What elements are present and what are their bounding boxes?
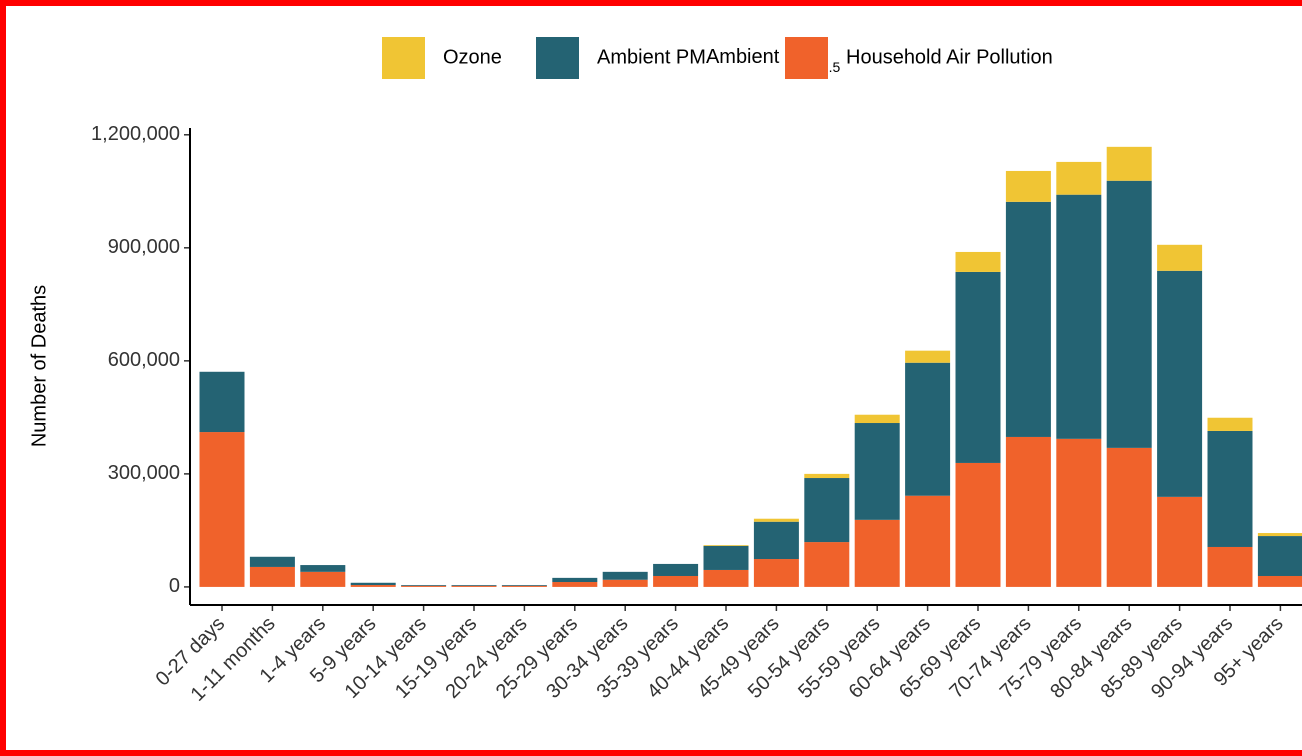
bar-segment	[653, 575, 699, 587]
bar-segment	[1257, 533, 1302, 537]
bar-segment	[1157, 244, 1203, 271]
bar-segment	[955, 271, 1001, 463]
legend-swatch	[536, 37, 579, 79]
bar-segment	[854, 414, 900, 424]
bar-segment	[955, 462, 1001, 587]
bar-segment	[753, 521, 799, 560]
bar-segment	[955, 251, 1001, 272]
bar-segment	[451, 585, 497, 586]
bar-segment	[1106, 146, 1152, 181]
bar-segment	[401, 585, 447, 586]
bar-segment	[249, 566, 295, 587]
y-tick-label: 1,200,000	[91, 123, 180, 145]
bar-segment	[602, 571, 648, 580]
bar-segment	[1056, 194, 1102, 439]
bar-segment	[1207, 430, 1253, 547]
bar-segment	[451, 585, 497, 587]
bar-segment	[1005, 436, 1051, 587]
bar-segment	[501, 585, 547, 587]
bar-segment	[552, 582, 598, 587]
bar-segment	[199, 371, 245, 433]
bar-segment	[703, 545, 749, 546]
bar-segment	[300, 565, 346, 572]
bar-segment	[300, 571, 346, 587]
bar-segment	[552, 577, 598, 583]
bar-segment	[753, 559, 799, 587]
legend-label: Ozone	[443, 46, 502, 68]
bar-segment	[854, 423, 900, 520]
bar-segment	[753, 518, 799, 522]
bar-segment	[905, 495, 951, 587]
bar-segment	[703, 569, 749, 587]
legend-swatch	[382, 37, 425, 79]
bar-segment	[350, 585, 396, 587]
bar-segment	[1207, 546, 1253, 587]
bar-segment	[854, 519, 900, 587]
bar-segment	[1207, 417, 1253, 431]
bar-segment	[249, 556, 295, 567]
bar-segment	[1257, 575, 1302, 587]
y-tick-label: 900,000	[108, 236, 180, 258]
bar-segment	[1005, 201, 1051, 437]
bar-segment	[905, 362, 951, 496]
legend-label: Household Air Pollution	[846, 46, 1053, 68]
y-tick-label: 300,000	[108, 462, 180, 484]
bar-segment	[602, 579, 648, 587]
bar-segment	[1106, 180, 1152, 448]
bar-segment	[1056, 438, 1102, 587]
bar-segment	[1056, 161, 1102, 195]
y-tick-label: 0	[169, 575, 180, 597]
bar-segment	[804, 478, 850, 543]
bar-segment	[703, 545, 749, 570]
bar-segment	[653, 563, 699, 576]
bar-segment	[350, 582, 396, 586]
bar-segment	[1257, 536, 1302, 576]
legend-swatch	[785, 37, 828, 79]
bar-segment	[1157, 496, 1203, 587]
y-tick-label: 600,000	[108, 349, 180, 371]
bar-segment	[905, 350, 951, 363]
bar-segment	[501, 585, 547, 586]
bar-segment	[1005, 170, 1051, 202]
bar-segment	[1157, 270, 1203, 497]
y-axis-label: Number of Deaths	[28, 285, 50, 447]
bar-segment	[804, 473, 850, 479]
bar-segment	[804, 542, 850, 587]
bar-segment	[199, 432, 245, 587]
bar-segment	[1106, 447, 1152, 587]
bar-segment	[401, 585, 447, 587]
